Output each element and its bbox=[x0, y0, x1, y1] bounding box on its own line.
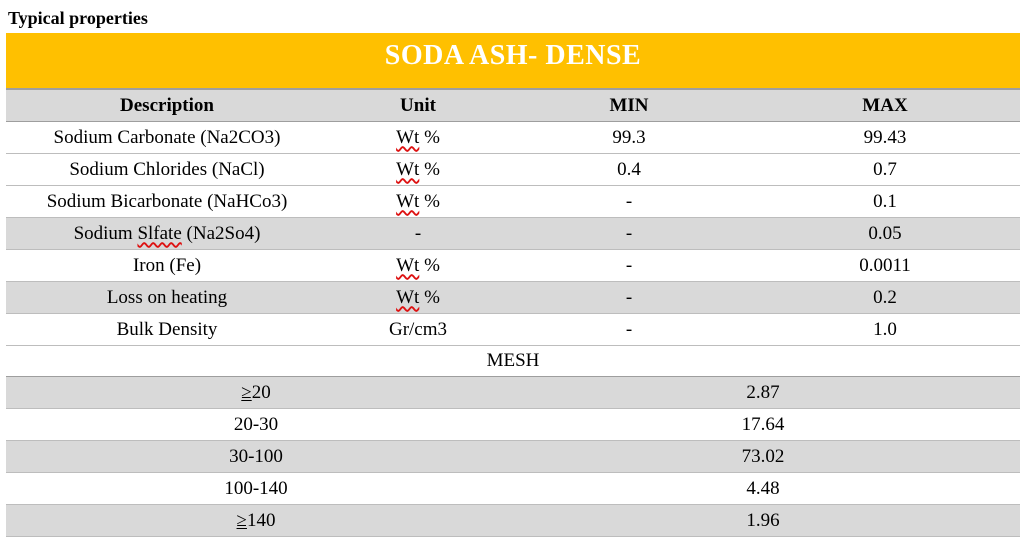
mesh-size: 20-30 bbox=[233, 413, 279, 435]
mesh-row: ≥140 1.96 bbox=[6, 505, 1020, 537]
unit-word: Wt bbox=[396, 254, 420, 276]
mesh-row: 100-140 4.48 bbox=[6, 473, 1020, 505]
cell-max: 0.1 bbox=[873, 190, 897, 212]
cell-description: Iron (Fe) bbox=[132, 254, 202, 276]
cell-unit: Wt % bbox=[328, 191, 508, 213]
cell-min: 0.4 bbox=[617, 158, 641, 180]
unit-word: Wt bbox=[396, 158, 420, 180]
column-header-min: MIN bbox=[609, 94, 649, 116]
cell-description: Sodium Slfate (Na2So4) bbox=[6, 223, 328, 245]
mesh-value: 17.64 bbox=[741, 413, 785, 435]
cell-max: 0.7 bbox=[873, 158, 897, 180]
mesh-size-value: 140 bbox=[246, 509, 276, 531]
table-row: Sodium Carbonate (Na2CO3) Wt % 99.3 99.4… bbox=[6, 122, 1020, 154]
mesh-value: 2.87 bbox=[746, 381, 780, 403]
mesh-value: 73.02 bbox=[741, 445, 785, 467]
mesh-row: ≥20 2.87 bbox=[6, 377, 1020, 409]
geq-symbol: ≥ bbox=[241, 381, 252, 403]
cell-max: 99.43 bbox=[863, 126, 907, 148]
cell-max: 0.0011 bbox=[859, 254, 911, 276]
cell-unit: Wt % bbox=[328, 159, 508, 181]
mesh-size: ≥20 bbox=[6, 382, 506, 404]
column-header-description: Description bbox=[120, 94, 214, 116]
cell-max: 0.05 bbox=[868, 222, 902, 244]
table-row: Bulk Density Gr/cm3 - 1.0 bbox=[6, 314, 1020, 346]
table-row: Sodium Bicarbonate (NaHCo3) Wt % - 0.1 bbox=[6, 186, 1020, 218]
cell-unit: Wt % bbox=[328, 127, 508, 149]
unit-rest: % bbox=[419, 126, 440, 148]
table-row: Iron (Fe) Wt % - 0.0011 bbox=[6, 250, 1020, 282]
table-row: Loss on heating Wt % - 0.2 bbox=[6, 282, 1020, 314]
properties-table: SODA ASH- DENSE Description Unit MIN MAX… bbox=[6, 33, 1020, 537]
mesh-row: 30-100 73.02 bbox=[6, 441, 1020, 473]
page-heading: Typical properties bbox=[8, 8, 148, 28]
cell-description: Sodium Chlorides (NaCl) bbox=[69, 158, 265, 180]
table-row: Sodium Chlorides (NaCl) Wt % 0.4 0.7 bbox=[6, 154, 1020, 186]
unit-word: Wt bbox=[396, 126, 420, 148]
cell-max: 1.0 bbox=[873, 318, 897, 340]
cell-unit: Gr/cm3 bbox=[388, 318, 448, 340]
unit-rest: % bbox=[419, 286, 440, 308]
mesh-size: 100-140 bbox=[224, 477, 288, 499]
table-header-row: Description Unit MIN MAX bbox=[6, 90, 1020, 122]
mesh-value: 1.96 bbox=[746, 509, 780, 531]
column-header-max: MAX bbox=[862, 94, 908, 116]
cell-unit: - bbox=[414, 222, 422, 244]
description-word: Slfate bbox=[137, 222, 182, 244]
mesh-size: 30-100 bbox=[229, 445, 283, 467]
cell-min: 99.3 bbox=[612, 126, 646, 148]
product-banner: SODA ASH- DENSE bbox=[6, 33, 1020, 90]
unit-rest: % bbox=[419, 254, 440, 276]
mesh-row: 20-30 17.64 bbox=[6, 409, 1020, 441]
cell-max: 0.2 bbox=[873, 286, 897, 308]
cell-description: Sodium Carbonate (Na2CO3) bbox=[53, 126, 281, 148]
cell-min: - bbox=[625, 190, 633, 212]
cell-min: - bbox=[625, 222, 633, 244]
cell-min: - bbox=[625, 254, 633, 276]
cell-unit: Wt % bbox=[328, 287, 508, 309]
cell-unit: Wt % bbox=[328, 255, 508, 277]
unit-rest: % bbox=[419, 190, 440, 212]
mesh-size: ≥140 bbox=[6, 510, 506, 532]
description-pre: Sodium bbox=[73, 222, 138, 244]
cell-min: - bbox=[625, 286, 633, 308]
unit-rest: % bbox=[419, 158, 440, 180]
mesh-value: 4.48 bbox=[746, 477, 780, 499]
unit-word: Wt bbox=[396, 286, 420, 308]
geq-symbol: ≥ bbox=[236, 509, 247, 531]
cell-description: Loss on heating bbox=[106, 286, 228, 308]
table-row: Sodium Slfate (Na2So4) - - 0.05 bbox=[6, 218, 1020, 250]
column-header-unit: Unit bbox=[400, 94, 436, 116]
unit-word: Wt bbox=[396, 190, 420, 212]
cell-min: - bbox=[625, 318, 633, 340]
description-post: (Na2So4) bbox=[181, 222, 261, 244]
cell-description: Bulk Density bbox=[116, 318, 218, 340]
mesh-title: MESH bbox=[6, 346, 1020, 377]
cell-description: Sodium Bicarbonate (NaHCo3) bbox=[46, 190, 288, 212]
mesh-size-value: 20 bbox=[251, 381, 271, 403]
